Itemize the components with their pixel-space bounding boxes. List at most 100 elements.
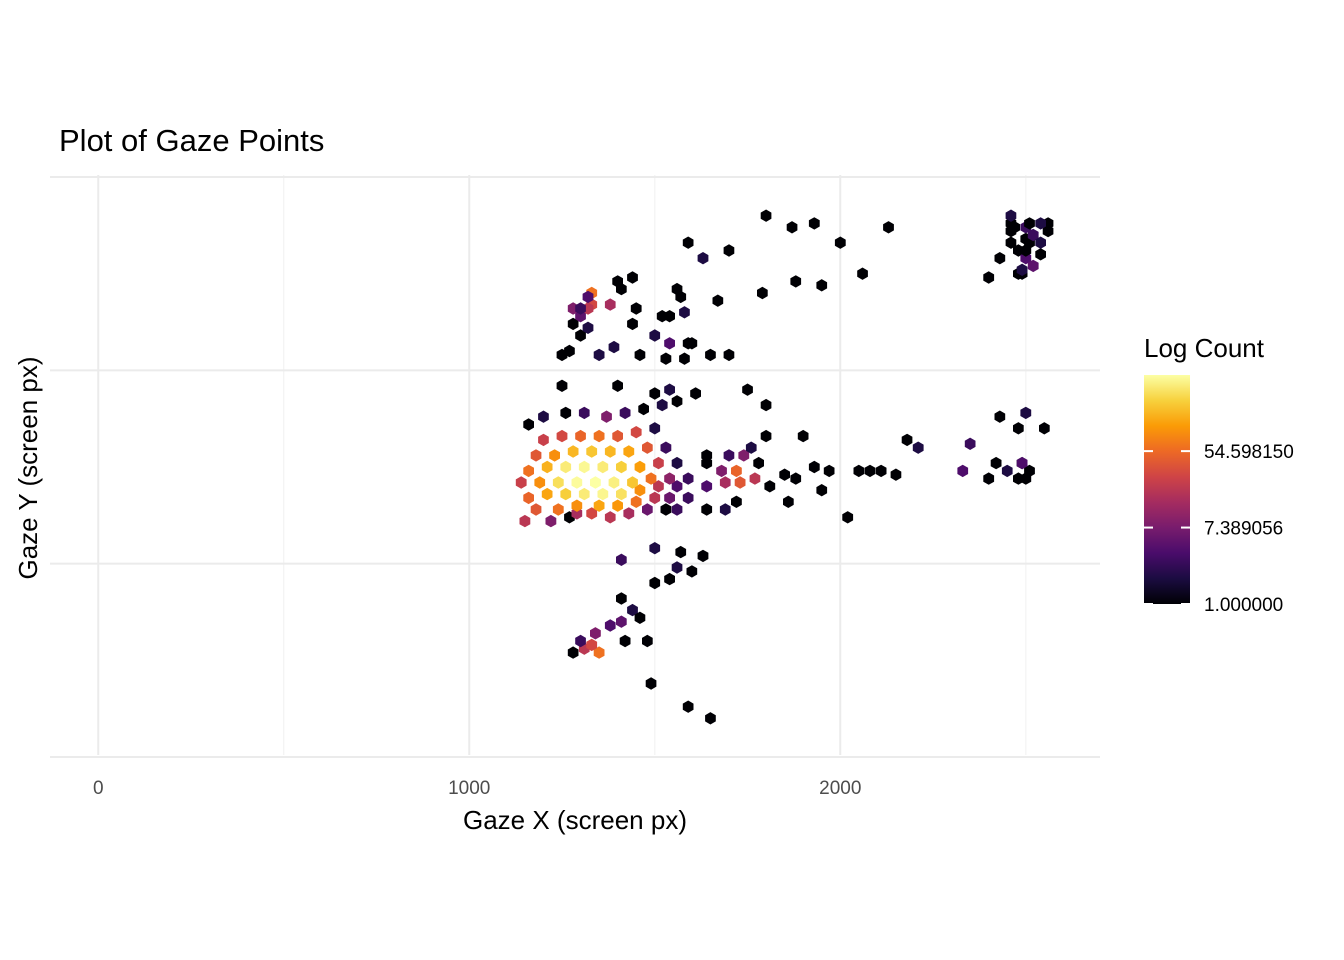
hexbin-cell [597, 487, 609, 501]
hexbin-cell [1035, 217, 1046, 230]
hexbin-cell [671, 503, 683, 516]
hexbin-cell [660, 441, 672, 454]
hexbin-cell [604, 445, 616, 458]
hexbin-cell [590, 476, 601, 489]
hexbin-cell [642, 441, 653, 454]
hexbin-cell [731, 495, 742, 508]
hexbin-cell [994, 252, 1006, 265]
hexbin-cell [1024, 217, 1035, 230]
hexbin-cell [623, 507, 635, 520]
hexbin-cell [682, 337, 694, 350]
hexbin-cell [575, 302, 586, 315]
hexbin-cell [757, 286, 768, 300]
hexbin-cell [619, 406, 631, 420]
chart-title: Plot of Gaze Points [59, 123, 324, 158]
hexbin-cell [723, 348, 735, 362]
hexbin-cell [901, 433, 913, 447]
hexbin-cell [823, 464, 835, 478]
legend-tick-label: 1.000000 [1204, 595, 1283, 616]
hexbin-cell [530, 503, 542, 516]
hexbin-cell [738, 449, 750, 462]
legend-tick-label: 54.598150 [1204, 442, 1294, 463]
hexbin-cell [538, 433, 549, 447]
hexbin-cell [653, 480, 664, 493]
hexbin-cell [983, 472, 995, 485]
hexbin-cell [656, 398, 668, 412]
hexbin-cell [1027, 259, 1039, 273]
hexbin-cell [586, 638, 598, 652]
hexbin-cell [593, 646, 605, 659]
hexbin-cell [552, 503, 564, 516]
hexbin-cell [560, 487, 572, 501]
hexbin-cell [660, 352, 672, 365]
hexbin-cell [645, 472, 657, 485]
hexbin-cell [790, 275, 802, 288]
x-tick-label: 2000 [819, 778, 861, 799]
legend-ticks: 1.000000 7.389056 54.598150 [1144, 442, 1294, 616]
hexbin-layer [515, 209, 1054, 725]
hexbin-cell [671, 456, 683, 470]
hexbin-cell [1035, 236, 1046, 249]
hexbin-cell [1016, 263, 1028, 276]
hexbin-cell [682, 700, 694, 713]
grid [50, 175, 1100, 758]
legend-tick-label: 7.389056 [1204, 519, 1283, 540]
hexbin-cell [697, 252, 709, 265]
hexbin-cell [578, 487, 590, 501]
hexbin-cell [645, 677, 657, 690]
hexbin-cell [1027, 228, 1039, 242]
hexbin-cell [957, 464, 969, 478]
hexbin-cell [1035, 248, 1046, 261]
hexbin-cell [608, 340, 620, 354]
hexbin-cell [690, 387, 701, 400]
hexbin-cell [760, 429, 772, 443]
legend: Log Count 1.000000 7.389056 54.598150 [1144, 333, 1294, 616]
hexbin-cell [664, 383, 675, 396]
hexbin-cell [719, 503, 731, 516]
hexbin-cell [608, 476, 620, 489]
hexbin-cell [656, 310, 668, 323]
hexbin-cell [857, 267, 868, 280]
hexbin-cell [630, 495, 642, 508]
hexbin-cell [590, 627, 601, 640]
hexbin-cell [616, 553, 627, 566]
hexbin-cell [586, 445, 598, 458]
hexbin-cell [560, 406, 572, 420]
hexbin-cell [623, 445, 635, 458]
hexbin-cell [552, 476, 564, 489]
hexbin-cell [642, 503, 653, 516]
hexbin-cell [515, 476, 527, 489]
hexbin-cell [753, 456, 764, 470]
hexbin-cell [864, 464, 876, 478]
hexbin-cell [679, 306, 690, 319]
hexbin-cell [1005, 209, 1017, 222]
hexbin-cell [964, 437, 976, 450]
hexbin-cell [578, 406, 590, 420]
hexbin-cell [634, 484, 646, 497]
x-axis-label: Gaze X (screen px) [463, 805, 687, 835]
hexbin-cell [541, 460, 553, 474]
hexbin-cell [538, 410, 549, 423]
hexbin-cell [567, 317, 579, 331]
hexbin-cell [675, 290, 687, 304]
hexbin-cell [682, 491, 694, 505]
hexbin-cell [627, 271, 638, 284]
hexbin-cell [604, 619, 616, 632]
hexbin-cell [586, 507, 598, 520]
hexbin-cell [764, 480, 776, 493]
hexbin-cell [523, 491, 534, 505]
hexbin-cell [578, 460, 590, 474]
hexbin-cell [745, 441, 757, 454]
hexbin-cell [571, 476, 583, 489]
hexbin-cell [534, 476, 546, 489]
hexbin-cell [701, 503, 713, 516]
x-tick-labels: 0 1000 2000 [93, 778, 861, 799]
hexbin-cell [556, 379, 568, 392]
hexbin-cell [679, 352, 690, 365]
hexbin-cell [616, 615, 627, 628]
hexbin-cell [853, 464, 865, 478]
hexbin-cell [760, 398, 772, 412]
hexbin-cell [634, 348, 646, 362]
hexbin-cell [627, 317, 638, 331]
hexbin-cell [664, 491, 675, 505]
